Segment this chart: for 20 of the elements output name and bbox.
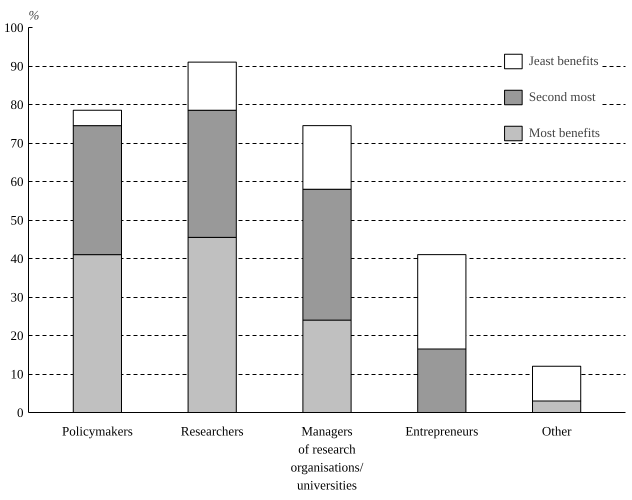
x-tick-label: Other <box>542 424 572 438</box>
y-tick-label: 60 <box>10 174 24 189</box>
y-tick-label: 10 <box>10 366 24 382</box>
y-axis-title: % <box>28 8 40 22</box>
y-tick-label: 90 <box>10 58 24 74</box>
legend-label: Most benefits <box>528 125 600 141</box>
legend-label: Jeast benefits <box>528 53 599 69</box>
y-tick-label: 40 <box>10 251 24 266</box>
y-tick-label: 50 <box>10 212 24 228</box>
y-tick-label: 80 <box>10 97 24 112</box>
legend-label: Second most <box>528 89 596 105</box>
y-tick-label: 30 <box>10 290 24 304</box>
x-tick-label: Policymakers <box>62 424 133 438</box>
y-tick-label: 100 <box>4 20 24 35</box>
y-tick-label: 0 <box>17 405 24 420</box>
x-tick-label: Entrepreneurs <box>405 424 478 438</box>
x-tick-label: Researchers <box>180 424 244 438</box>
y-tick-label: 20 <box>10 328 24 343</box>
y-tick-label: 70 <box>10 136 24 150</box>
x-tick-label: Managers of research organisations/ universities <box>290 424 364 492</box>
